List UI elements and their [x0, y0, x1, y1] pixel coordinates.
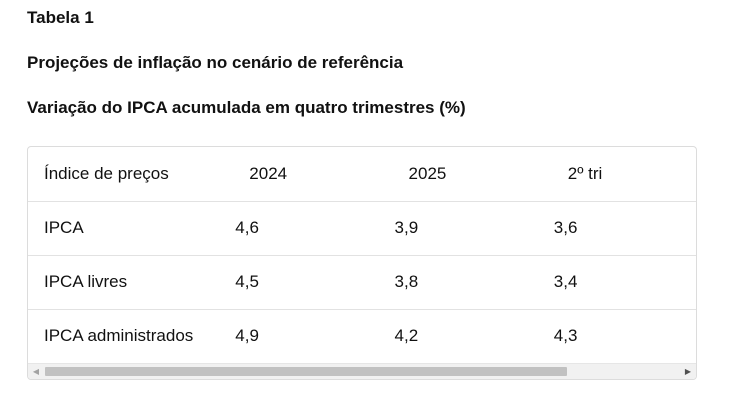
table-cell: 4,6 — [219, 201, 379, 256]
row-label: IPCA administrados — [44, 326, 194, 346]
table-row: IPCA 4,6 3,9 3,6 — [28, 201, 696, 256]
table-container: Índice de preços 2024 2025 2º tri IPCA 4… — [27, 146, 697, 380]
row-label: IPCA livres — [28, 255, 220, 310]
table-cell: 3,6 — [537, 201, 696, 256]
table-cell: 4,9 — [235, 326, 259, 346]
row-label: IPCA — [28, 201, 220, 256]
column-header-price-index: Índice de preços — [28, 147, 220, 202]
table-cell: 3,8 — [378, 255, 538, 310]
chevron-right-icon[interactable]: ▶ — [684, 367, 692, 376]
table-row: IPCA administrados 4,9 4,2 4,3 — [28, 309, 696, 363]
chevron-left-icon[interactable]: ◀ — [32, 367, 40, 376]
table-cell: 3,4 — [537, 255, 696, 310]
column-header-2024: 2024 — [219, 147, 379, 202]
scrollbar-thumb[interactable] — [45, 367, 567, 376]
horizontal-scrollbar[interactable]: ◀ ▶ — [28, 363, 696, 379]
table-row: IPCA livres 4,5 3,8 3,4 — [28, 255, 696, 310]
table-header-row: Índice de preços 2024 2025 2º tri — [28, 147, 696, 202]
column-header-2025: 2025 — [378, 147, 538, 202]
inflation-projections-table: Índice de preços 2024 2025 2º tri IPCA 4… — [28, 147, 696, 363]
table-cell: 4,5 — [219, 255, 379, 310]
table-subtitle: Variação do IPCA acumulada em quatro tri… — [27, 98, 466, 117]
table-cell: 4,3 — [553, 326, 578, 346]
column-header-q2: 2º tri — [537, 147, 696, 202]
table-label: Tabela 1 — [27, 8, 94, 27]
table-cell: 3,9 — [378, 201, 538, 256]
table-cell: 4,2 — [394, 326, 419, 346]
table-title: Projeções de inflação no cenário de refe… — [27, 53, 404, 72]
table-scroll-viewport[interactable]: Índice de preços 2024 2025 2º tri IPCA 4… — [28, 147, 696, 363]
